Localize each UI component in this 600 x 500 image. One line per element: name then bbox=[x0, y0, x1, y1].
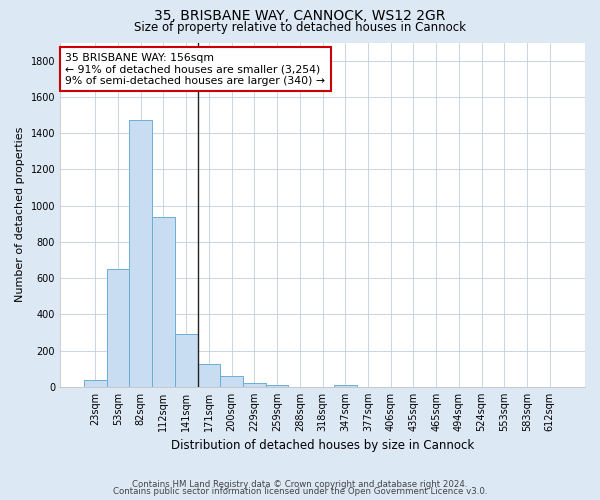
Text: Contains public sector information licensed under the Open Government Licence v3: Contains public sector information licen… bbox=[113, 487, 487, 496]
Bar bbox=[152, 218, 175, 387]
X-axis label: Distribution of detached houses by size in Cannock: Distribution of detached houses by size … bbox=[171, 440, 474, 452]
Bar bbox=[175, 334, 197, 387]
Bar bbox=[334, 385, 356, 387]
Text: Contains HM Land Registry data © Crown copyright and database right 2024.: Contains HM Land Registry data © Crown c… bbox=[132, 480, 468, 489]
Y-axis label: Number of detached properties: Number of detached properties bbox=[15, 127, 25, 302]
Bar bbox=[243, 384, 266, 387]
Text: 35, BRISBANE WAY, CANNOCK, WS12 2GR: 35, BRISBANE WAY, CANNOCK, WS12 2GR bbox=[154, 9, 446, 23]
Bar bbox=[130, 120, 152, 387]
Text: 35 BRISBANE WAY: 156sqm
← 91% of detached houses are smaller (3,254)
9% of semi-: 35 BRISBANE WAY: 156sqm ← 91% of detache… bbox=[65, 53, 325, 86]
Bar bbox=[266, 385, 289, 387]
Bar bbox=[220, 376, 243, 387]
Bar bbox=[197, 364, 220, 387]
Text: Size of property relative to detached houses in Cannock: Size of property relative to detached ho… bbox=[134, 21, 466, 34]
Bar bbox=[84, 380, 107, 387]
Bar bbox=[107, 269, 130, 387]
